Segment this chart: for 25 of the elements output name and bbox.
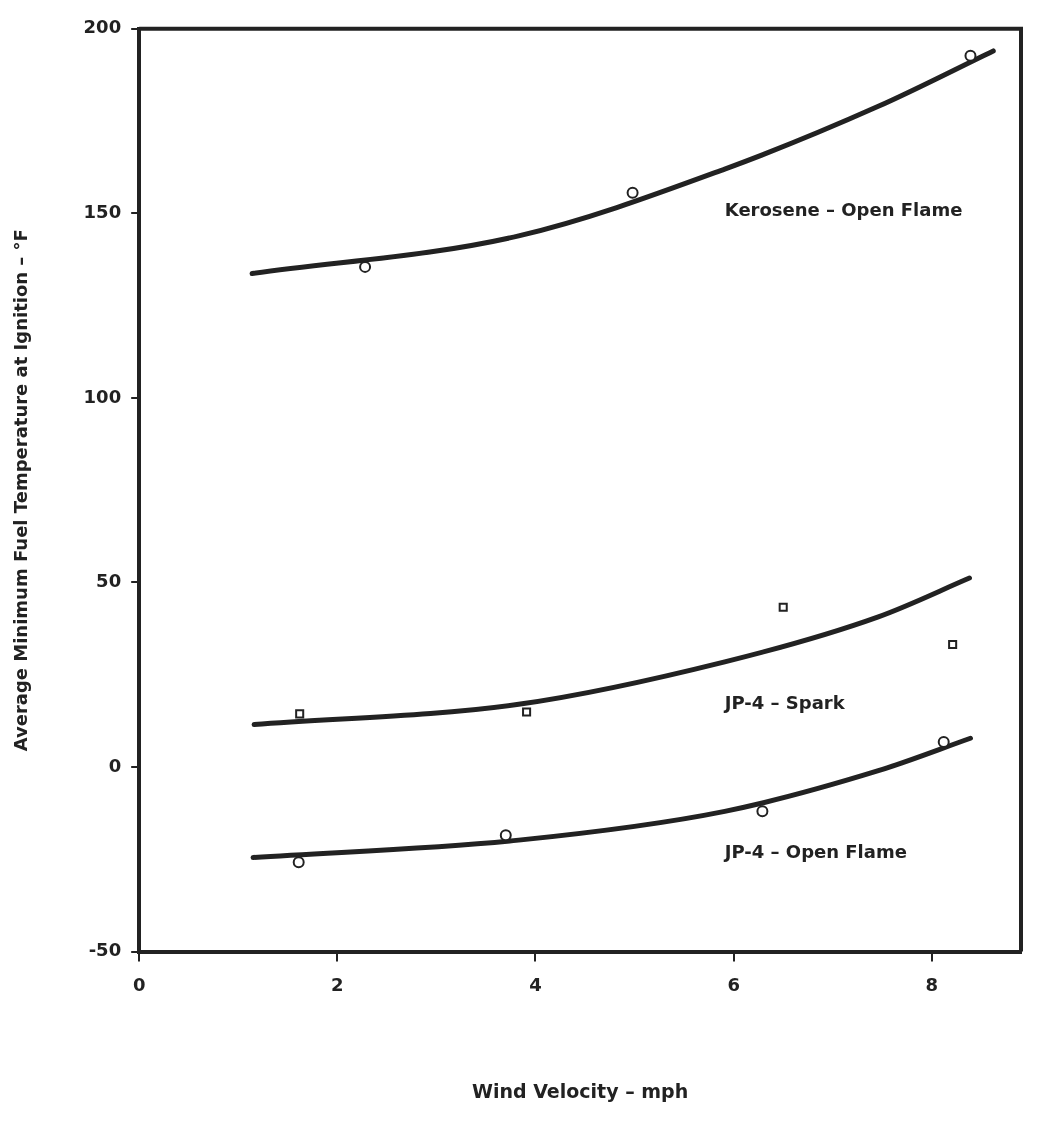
- y-tick-label: 200: [83, 16, 122, 38]
- x-tick-label: 0: [132, 974, 146, 996]
- y-tick-label: 0: [108, 754, 122, 776]
- x-tick-label: 4: [529, 974, 542, 996]
- y-axis-title: Average Minimum Fuel Temperature at Ignition – °F: [10, 229, 32, 752]
- point: [295, 709, 305, 719]
- point: [964, 49, 977, 62]
- y-tick-label: 100: [83, 385, 122, 407]
- series-label: JP-4 – Open Flame: [722, 841, 907, 863]
- x-tick-label: 8: [925, 974, 939, 996]
- x-tick-label: 2: [331, 974, 344, 996]
- point: [948, 639, 958, 650]
- series-label: Kerosene – Open Flame: [724, 198, 963, 220]
- y-tick-label: -50: [88, 939, 122, 961]
- point: [522, 707, 532, 717]
- point: [778, 602, 788, 612]
- point: [937, 735, 950, 748]
- point: [626, 186, 639, 199]
- series-label: JP-4 – Spark: [722, 691, 846, 713]
- y-tick-label: 50: [96, 570, 122, 592]
- point: [756, 805, 769, 818]
- x-tick-label: 6: [727, 974, 740, 996]
- point: [292, 856, 305, 869]
- y-tick-label: 150: [83, 201, 122, 223]
- x-axis-title: Wind Velocity – mph: [471, 1079, 689, 1102]
